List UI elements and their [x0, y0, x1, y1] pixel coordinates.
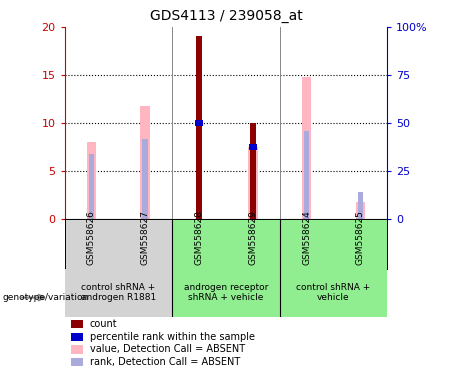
- Text: GSM558625: GSM558625: [356, 210, 365, 265]
- Text: GSM558629: GSM558629: [248, 210, 257, 265]
- Text: androgen receptor
shRNA + vehicle: androgen receptor shRNA + vehicle: [183, 283, 268, 303]
- Text: count: count: [90, 319, 118, 329]
- Text: rank, Detection Call = ABSENT: rank, Detection Call = ABSENT: [90, 357, 240, 367]
- Bar: [248, 147, 258, 219]
- Bar: [141, 106, 150, 219]
- Bar: [172, 219, 226, 269]
- Text: control shRNA +
vehicle: control shRNA + vehicle: [296, 283, 371, 303]
- Bar: [196, 36, 202, 219]
- Bar: [280, 219, 333, 269]
- Text: GSM558627: GSM558627: [141, 210, 150, 265]
- Title: GDS4113 / 239058_at: GDS4113 / 239058_at: [149, 9, 302, 23]
- Bar: [172, 269, 280, 317]
- Bar: [302, 77, 311, 219]
- Bar: [195, 120, 203, 126]
- Bar: [118, 219, 172, 269]
- Text: value, Detection Call = ABSENT: value, Detection Call = ABSENT: [90, 344, 245, 354]
- Bar: [249, 144, 257, 150]
- Text: GSM558628: GSM558628: [195, 210, 203, 265]
- Bar: [355, 202, 365, 219]
- Bar: [304, 131, 309, 219]
- Bar: [333, 219, 387, 269]
- Bar: [87, 142, 96, 219]
- Bar: [226, 219, 280, 269]
- Text: percentile rank within the sample: percentile rank within the sample: [90, 332, 255, 342]
- Bar: [65, 219, 118, 269]
- Bar: [65, 269, 172, 317]
- Bar: [250, 150, 255, 219]
- Bar: [249, 123, 256, 219]
- Text: GSM558624: GSM558624: [302, 210, 311, 265]
- Bar: [358, 192, 363, 219]
- Bar: [142, 139, 148, 219]
- Bar: [89, 154, 94, 219]
- Text: control shRNA +
androgen R1881: control shRNA + androgen R1881: [81, 283, 156, 303]
- Text: GSM558626: GSM558626: [87, 210, 96, 265]
- Bar: [280, 269, 387, 317]
- Text: genotype/variation: genotype/variation: [2, 293, 89, 302]
